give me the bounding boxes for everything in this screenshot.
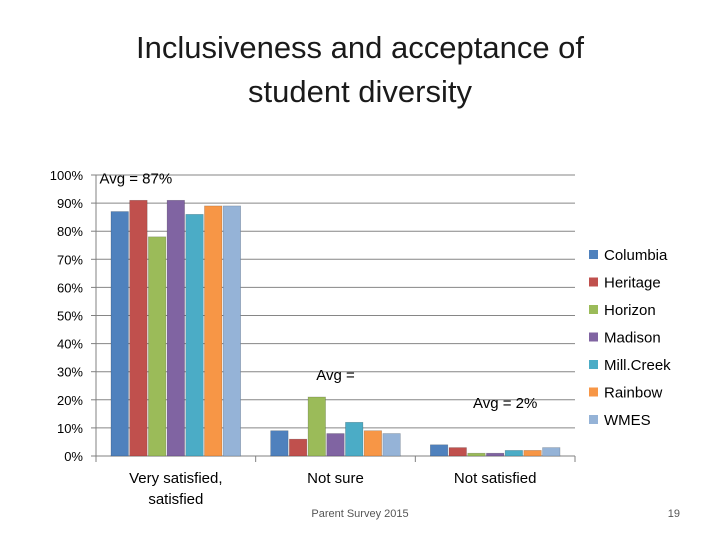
footer-source: Parent Survey 2015: [311, 508, 409, 520]
bar-columbia-3: [430, 444, 449, 457]
y-tick-label: 60%: [57, 280, 83, 295]
chart-title: Inclusiveness and acceptance of student …: [60, 26, 660, 114]
bar-horizon-1: [148, 236, 167, 457]
legend-label: Mill.Creek: [604, 357, 671, 374]
legend-label: Horizon: [604, 302, 656, 319]
legend-swatch-mill-creek: [589, 360, 598, 369]
legend-swatch-columbia: [589, 250, 598, 259]
bar-mill-creek-1: [185, 214, 204, 457]
bar-wmes-3: [542, 447, 561, 457]
y-tick-label: 40%: [57, 337, 83, 352]
avg-annotation: Avg =: [316, 367, 355, 384]
x-category-label: Not sure: [307, 470, 364, 487]
y-tick-label: 80%: [57, 224, 83, 239]
bar-wmes-2: [382, 433, 401, 457]
y-tick-label: 0%: [64, 449, 83, 464]
x-category-label: Not satisfied: [454, 470, 537, 487]
bar-madison-2: [326, 433, 345, 457]
bar-madison-1: [166, 199, 185, 457]
legend-label: WMES: [604, 412, 651, 429]
bar-horizon-2: [307, 396, 326, 457]
bar-wmes-1: [222, 205, 241, 457]
y-tick-label: 10%: [57, 421, 83, 436]
legend-label: Madison: [604, 330, 661, 347]
y-tick-label: 50%: [57, 309, 83, 324]
bar-rainbow-3: [523, 450, 542, 457]
bar-mill-creek-3: [504, 450, 523, 457]
legend-label: Rainbow: [604, 385, 663, 402]
y-tick-label: 20%: [57, 393, 83, 408]
legend-label: Columbia: [604, 247, 668, 264]
bar-rainbow-1: [204, 205, 223, 457]
bar-heritage-3: [448, 447, 467, 457]
legend-swatch-heritage: [589, 277, 598, 287]
bar-mill-creek-2: [345, 421, 364, 457]
y-tick-label: 90%: [57, 196, 83, 211]
chart-title-line-1: Inclusiveness and acceptance of: [135, 30, 585, 65]
legend-swatch-horizon: [589, 305, 598, 314]
y-tick-label: 100%: [50, 168, 84, 183]
y-tick-label: 30%: [57, 365, 83, 380]
bar-columbia-1: [110, 211, 129, 457]
x-category-label: Very satisfied,: [129, 470, 222, 487]
bar-heritage-1: [129, 199, 148, 457]
bar-rainbow-2: [363, 430, 382, 457]
x-category-label: satisfied: [148, 491, 203, 508]
legend-swatch-madison: [589, 332, 598, 342]
y-tick-label: 70%: [57, 252, 83, 267]
avg-annotation: Avg = 87%: [99, 170, 172, 187]
avg-annotation: Avg = 2%: [473, 395, 537, 412]
bar-horizon-3: [467, 452, 486, 457]
chart-title-line-2: student diversity: [248, 74, 472, 109]
bar-heritage-2: [289, 438, 308, 457]
page-number: 19: [667, 508, 680, 520]
bar-columbia-2: [270, 430, 289, 457]
bar-madison-3: [486, 452, 505, 457]
legend-swatch-rainbow: [589, 387, 598, 397]
legend-swatch-wmes: [589, 415, 598, 424]
legend-label: Heritage: [604, 275, 661, 292]
